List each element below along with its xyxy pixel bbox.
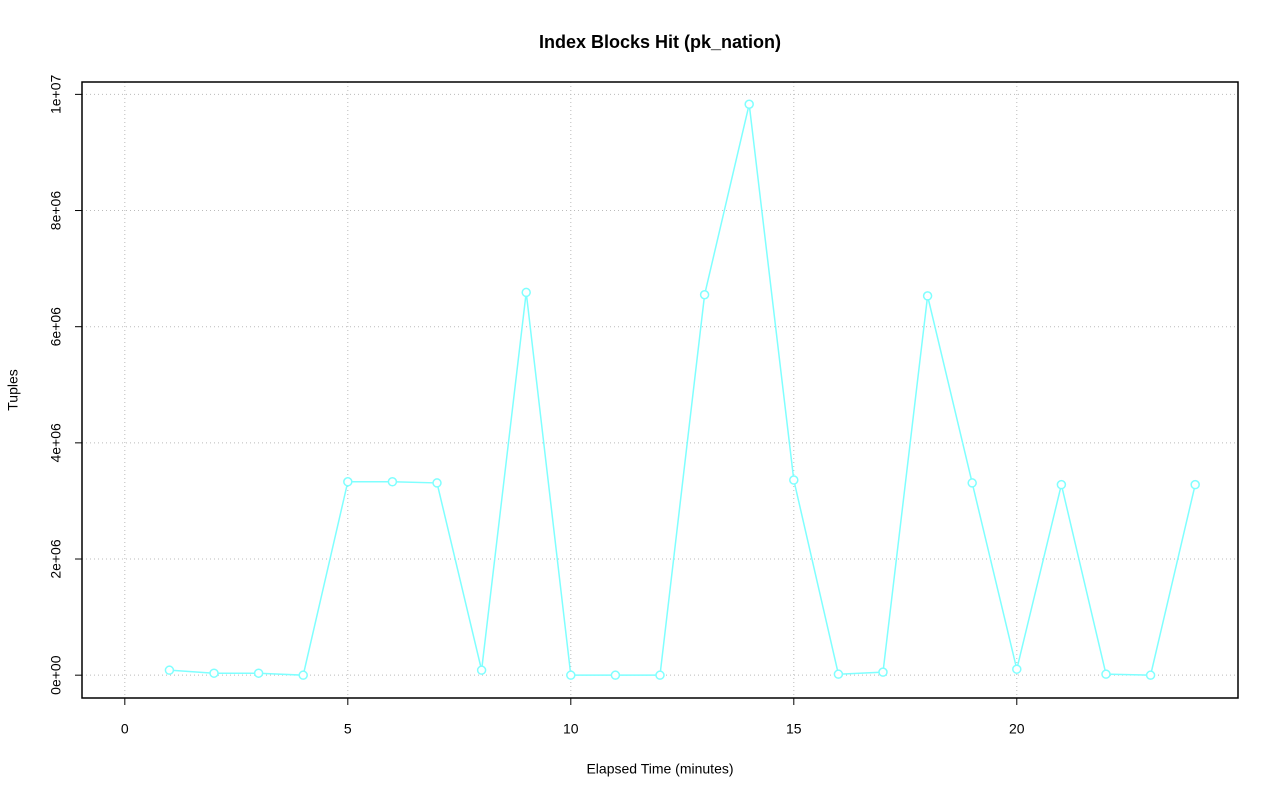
data-point — [878, 667, 888, 677]
data-point — [833, 669, 844, 679]
y-tick-label: 0e+00 — [48, 655, 64, 695]
data-point — [1012, 664, 1022, 674]
data-point — [387, 477, 398, 487]
data-point — [566, 670, 576, 680]
x-tick-label: 10 — [563, 721, 579, 737]
data-point — [922, 291, 933, 301]
x-tick-label: 0 — [121, 721, 129, 737]
data-point — [1056, 479, 1067, 490]
data-point — [253, 668, 264, 678]
data-point — [1190, 479, 1200, 490]
x-tick-label: 20 — [1009, 721, 1025, 737]
chart-title: Index Blocks Hit (pk_nation) — [539, 32, 781, 52]
x-tick-label: 5 — [344, 721, 352, 737]
plot-frame — [81, 81, 1239, 699]
data-point — [967, 478, 977, 488]
y-tick-label: 6e+06 — [48, 307, 64, 347]
data-point — [744, 99, 754, 109]
data-point — [432, 478, 442, 488]
x-axis-label: Elapsed Time (minutes) — [586, 761, 733, 777]
data-point — [298, 670, 308, 680]
y-tick-label: 4e+06 — [48, 423, 64, 463]
data-point — [699, 289, 710, 300]
data-point — [209, 668, 219, 678]
x-tick-label: 15 — [786, 721, 802, 737]
data-point — [655, 670, 665, 680]
data-point — [1101, 669, 1111, 679]
data-point — [164, 665, 175, 675]
data-point — [476, 665, 487, 675]
data-point — [1145, 670, 1156, 680]
data-point — [343, 477, 353, 487]
data-point — [521, 287, 531, 298]
data-point — [610, 670, 621, 680]
y-tick-label: 8e+06 — [48, 191, 64, 231]
series-line — [169, 104, 1196, 676]
y-axis-label: Tuples — [5, 369, 21, 411]
y-tick-label: 2e+06 — [48, 539, 64, 579]
data-point — [789, 475, 799, 485]
y-tick-label: 1e+07 — [48, 75, 64, 115]
